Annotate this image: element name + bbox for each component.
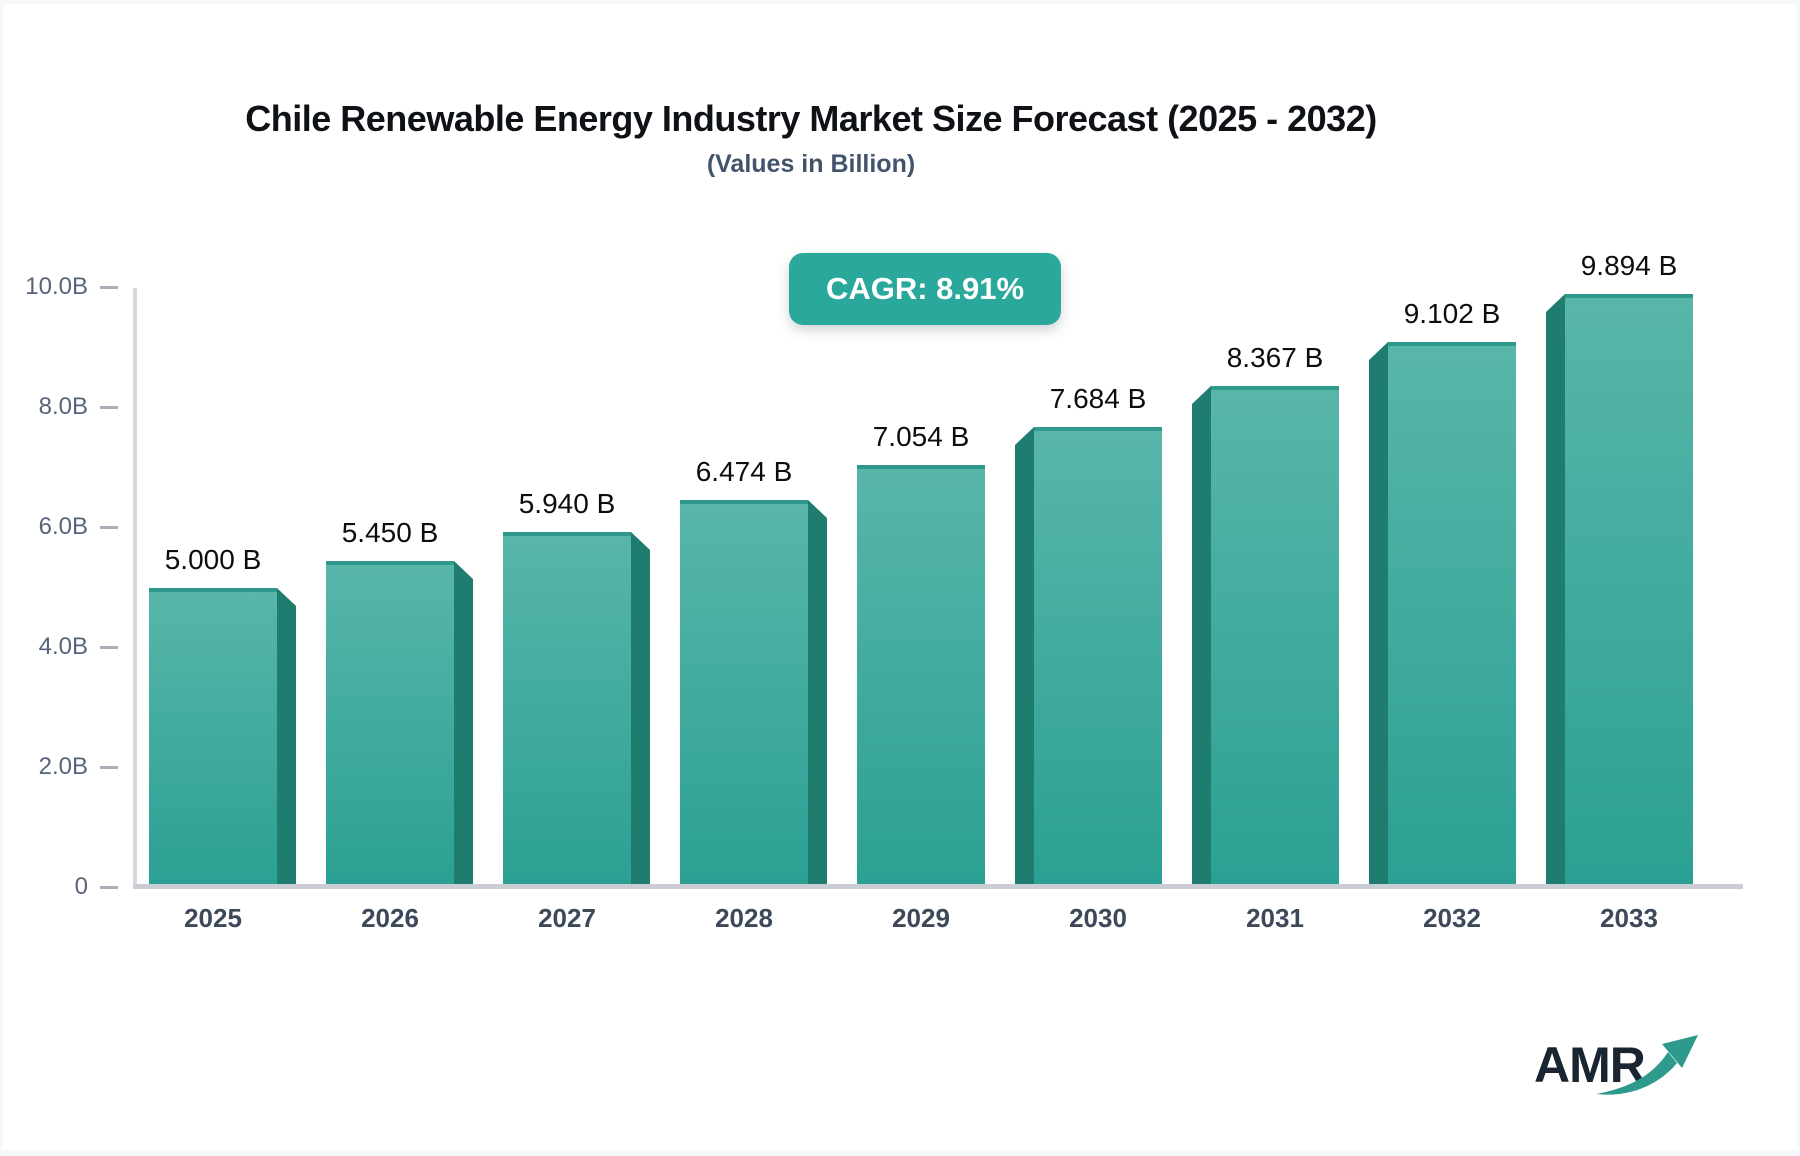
bar xyxy=(680,500,808,886)
bar xyxy=(1565,294,1693,886)
y-axis-tick-mark xyxy=(100,286,118,289)
bar-top-edge xyxy=(149,588,277,592)
bar-side-face xyxy=(277,588,296,886)
y-axis-tick-mark xyxy=(100,406,118,409)
bar-top-edge xyxy=(680,500,808,504)
bar-value-label: 5.000 B xyxy=(164,544,262,575)
bar-value-label: 9.102 B xyxy=(1403,298,1501,329)
bar-side-face xyxy=(454,561,473,886)
bar-side-face xyxy=(1192,386,1211,886)
bar-side-face xyxy=(631,532,650,886)
y-axis-tick-label: 2.0B xyxy=(38,753,88,780)
x-axis-label: 2025 xyxy=(184,903,242,933)
bar xyxy=(149,588,277,886)
x-axis-label: 2032 xyxy=(1423,903,1481,933)
y-axis-tick-mark xyxy=(100,766,118,769)
x-axis-label: 2030 xyxy=(1069,903,1127,933)
x-axis-label: 2033 xyxy=(1600,903,1658,933)
trend-arrow-icon xyxy=(1596,1035,1698,1095)
y-axis-tick-label: 0 xyxy=(74,873,88,900)
x-axis-label: 2026 xyxy=(361,903,419,933)
bar-top-edge xyxy=(1388,342,1516,346)
cagr-badge: CAGR: 8.91% xyxy=(789,253,1061,325)
bar-side-face xyxy=(1369,342,1388,886)
bar xyxy=(326,561,454,886)
bar-value-label: 8.367 B xyxy=(1226,342,1324,373)
y-axis-tick-mark xyxy=(100,886,118,889)
y-axis-tick-label: 6.0B xyxy=(38,513,88,540)
x-axis-label: 2031 xyxy=(1246,903,1304,933)
x-axis-label: 2029 xyxy=(892,903,950,933)
bar xyxy=(1211,386,1339,886)
bar-side-face xyxy=(1015,427,1034,886)
bar-value-label: 7.054 B xyxy=(872,421,970,452)
bar-top-edge xyxy=(1034,427,1162,431)
bar-value-label: 6.474 B xyxy=(695,456,793,487)
y-axis-tick-label: 10.0B xyxy=(25,273,88,300)
bar-side-face xyxy=(808,500,827,886)
cagr-badge-label: CAGR: 8.91% xyxy=(825,271,1025,306)
y-axis-tick-label: 4.0B xyxy=(38,633,88,660)
y-axis-tick-mark xyxy=(100,526,118,529)
x-axis-label: 2028 xyxy=(715,903,773,933)
bar-top-edge xyxy=(326,561,454,565)
bar-top-edge xyxy=(1565,294,1693,298)
bar xyxy=(503,532,631,886)
brand-logo: AMR xyxy=(1528,1032,1708,1112)
x-axis-line xyxy=(133,884,1743,889)
brand-logo-text: AMR xyxy=(1534,1037,1646,1093)
bar-value-label: 5.450 B xyxy=(341,517,439,548)
bar xyxy=(857,465,985,886)
bar xyxy=(1034,427,1162,886)
x-axis-label: 2027 xyxy=(538,903,596,933)
bar xyxy=(1388,342,1516,886)
bar-value-label: 7.684 B xyxy=(1049,383,1147,414)
bar-top-edge xyxy=(1211,386,1339,390)
y-axis-line xyxy=(133,288,137,888)
bar-top-edge xyxy=(857,465,985,469)
chart-header: Chile Renewable Energy Industry Market S… xyxy=(0,0,1622,179)
y-axis-tick-label: 8.0B xyxy=(38,393,88,420)
chart-subtitle: (Values in Billion) xyxy=(706,150,916,178)
chart-title: Chile Renewable Energy Industry Market S… xyxy=(245,98,1377,139)
bar-top-edge xyxy=(503,532,631,536)
y-axis-tick-mark xyxy=(100,646,118,649)
bar-value-label: 5.940 B xyxy=(518,488,616,519)
bar-value-label: 9.894 B xyxy=(1580,250,1678,281)
bar-side-face xyxy=(1546,294,1565,886)
